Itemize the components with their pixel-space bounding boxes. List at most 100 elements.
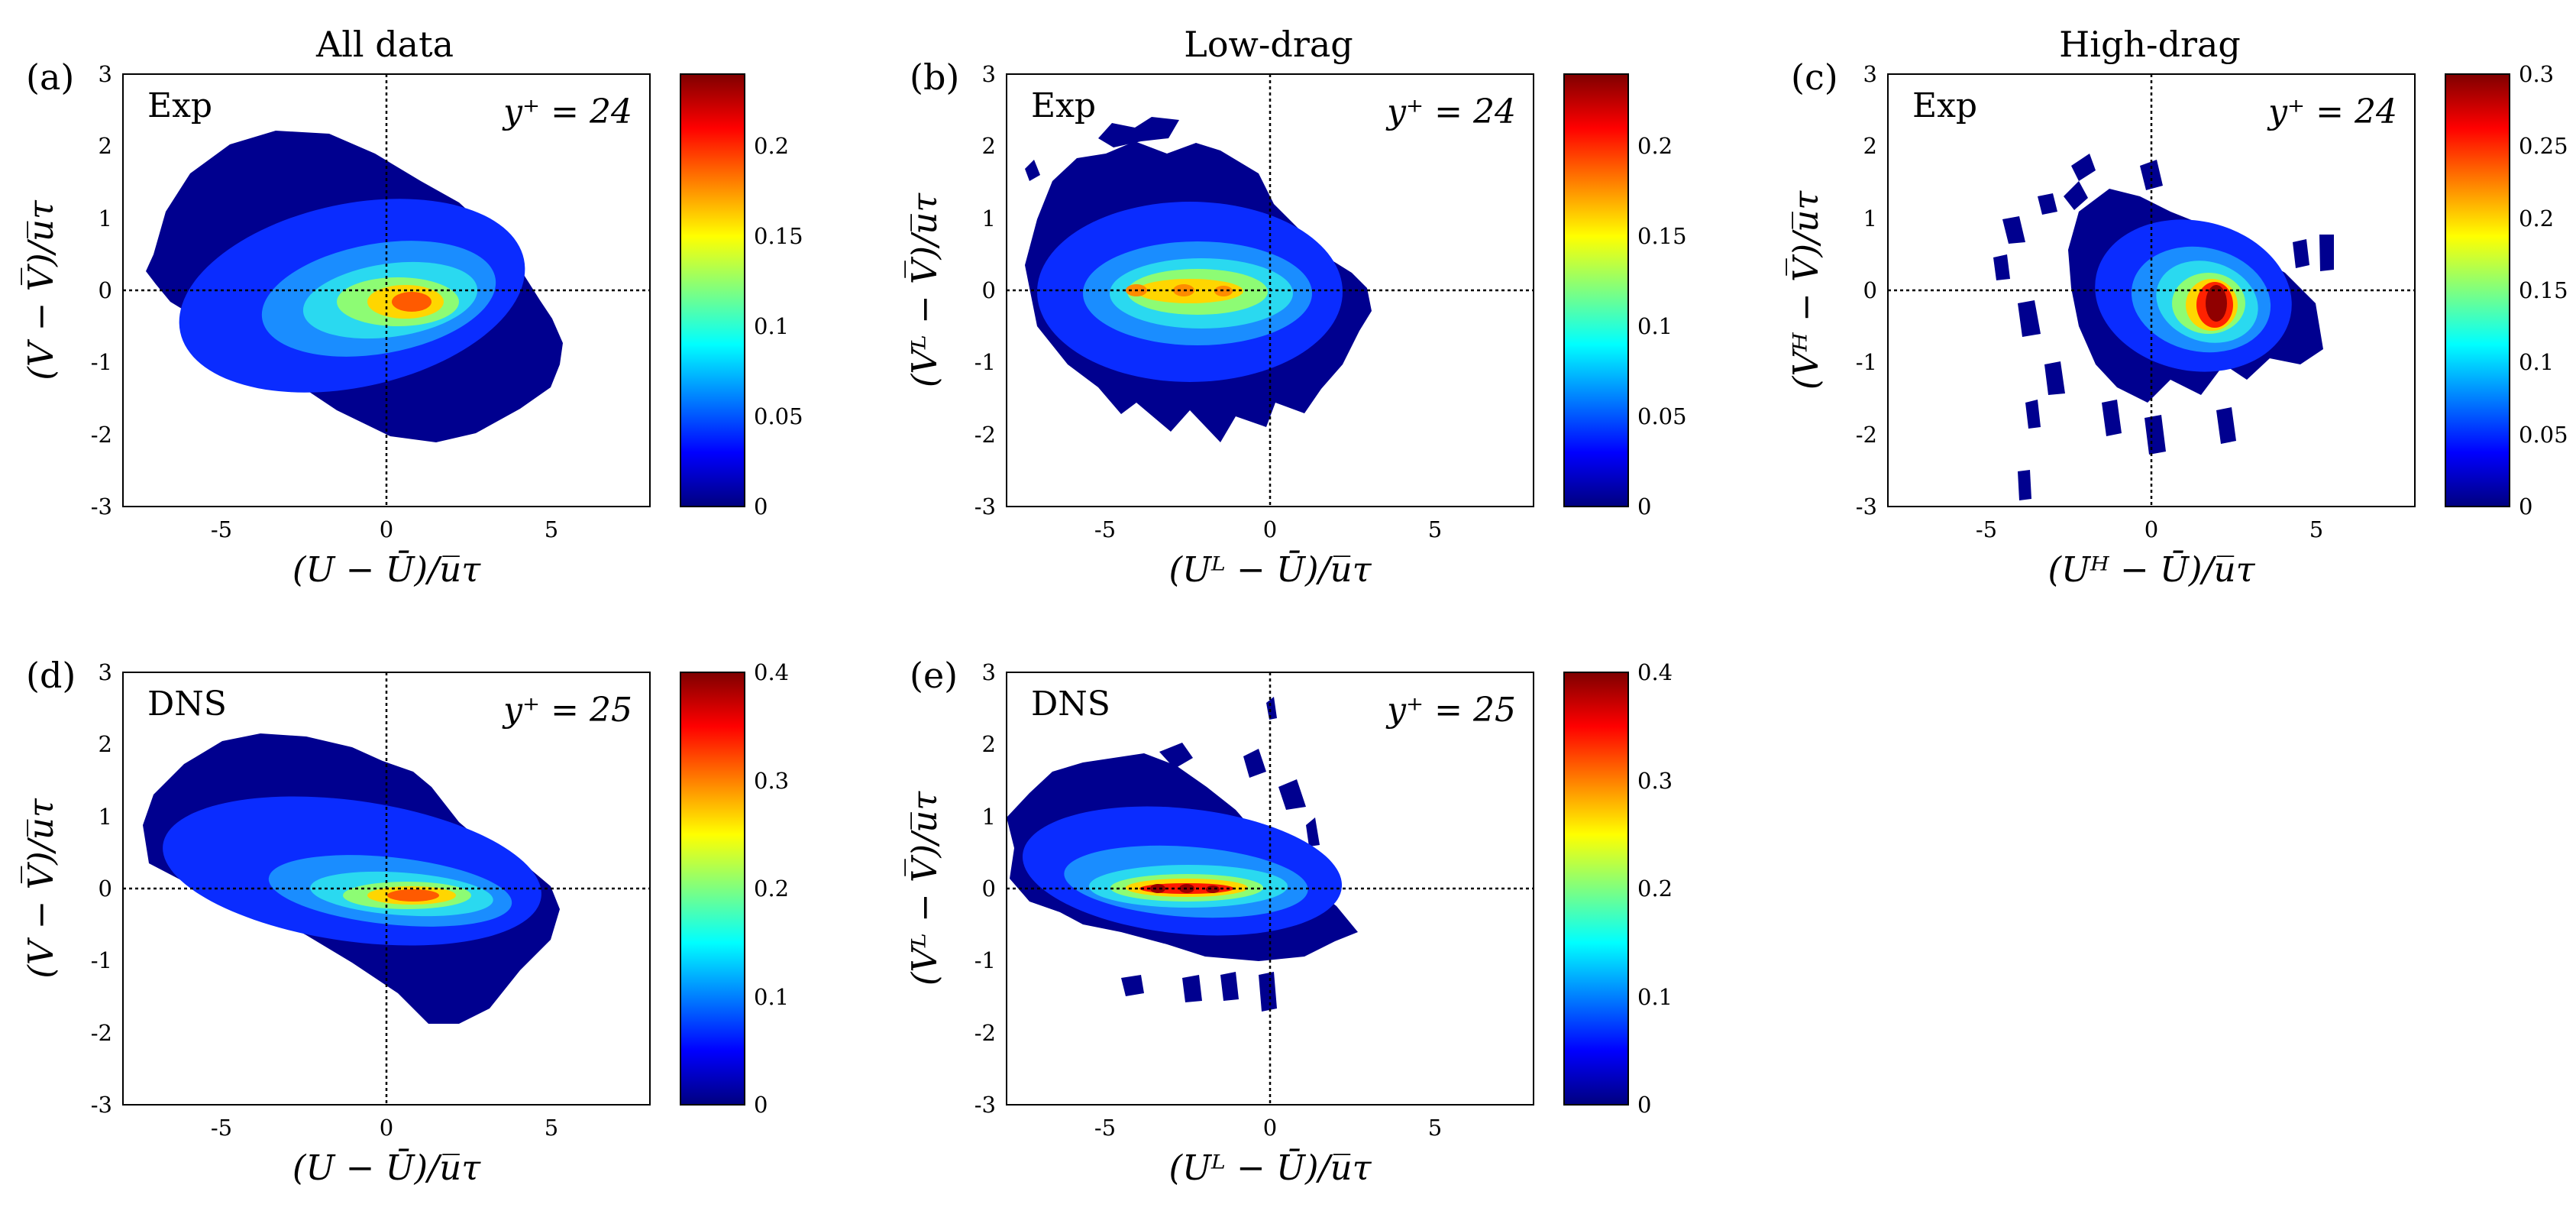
colorbar-tick-label: 0.1: [2519, 349, 2554, 375]
y-tick-label: -3: [91, 494, 112, 520]
data-source-tag: Exp: [1031, 86, 1096, 125]
panel-a: 3 2 1 0 -1 -2 -3 -5 0 5 (a) Exp y⁺ = 24 …: [21, 57, 803, 590]
y-axis-label: (Vᴸ − V̅)/u̅τ: [904, 791, 945, 986]
colorbar-tick-label: 0: [2519, 494, 2532, 520]
colorbar-tick-label: 0.1: [754, 313, 789, 339]
colorbar-tick-label: 0.1: [1637, 984, 1673, 1010]
density-patch: [2038, 193, 2057, 215]
density-contour-fragment: [1243, 749, 1266, 778]
y-tick-label: 3: [1863, 61, 1877, 87]
y-tick-label: 2: [982, 731, 996, 757]
density-patch: [2018, 300, 2041, 337]
colorbar-gradient: [680, 73, 745, 507]
density-patch: [2064, 181, 2088, 210]
density-contour-fragment: [1182, 975, 1202, 1002]
panel-c: 3 2 1 0 -1 -2 -3 -5 0 5 (c) Exp y⁺ = 24 …: [1786, 57, 2568, 590]
y-tick-labels: 3 2 1 0 -1 -2 -3: [974, 61, 996, 520]
colorbar-tick-label: 0.2: [1637, 876, 1673, 902]
colorbar-tick-label: 0.2: [1637, 133, 1673, 159]
axes-frame: [1006, 73, 1534, 507]
colorbar-tick-label: 0.3: [1637, 768, 1673, 794]
density-contour-fragment: [1121, 975, 1144, 996]
y-plus-annotation: y⁺ = 25: [502, 691, 632, 730]
panel-label: (e): [910, 655, 958, 696]
x-tick-label: -5: [1094, 1115, 1116, 1141]
x-axis-label: (Uᴸ − Ū)/u̅τ: [1168, 1148, 1372, 1188]
x-tick-labels: -5 0 5: [1976, 516, 2323, 542]
axes-frame: [1887, 73, 2416, 507]
y-tick-label: 3: [982, 61, 996, 87]
x-tick-labels: -5 0 5: [1094, 516, 1442, 542]
y-tick-label: -1: [91, 349, 112, 375]
column-title-high-drag: High-drag: [2059, 24, 2241, 65]
x-tick-label: 0: [2145, 516, 2158, 542]
density-patch: [2002, 216, 2025, 244]
density-contour-darkred: [1150, 884, 1165, 893]
x-tick-label: -5: [211, 1115, 232, 1141]
y-tick-label: 2: [99, 133, 112, 159]
y-tick-label: -3: [974, 494, 996, 520]
y-tick-label: 1: [99, 206, 112, 231]
colorbar: 0 0.1 0.2 0.3 0.4: [1563, 659, 1673, 1118]
y-tick-label: 0: [982, 876, 996, 902]
y-tick-label: -1: [91, 947, 112, 973]
y-tick-label: 0: [99, 876, 112, 902]
density-contour-fragment: [1259, 972, 1277, 1012]
y-axis-label: (V − V̅)/u̅τ: [21, 199, 61, 380]
data-source-tag: Exp: [147, 86, 212, 125]
density-contour-fragment: [1025, 160, 1040, 181]
density-field: [1007, 697, 1358, 1012]
colorbar-tick-label: 0.05: [2519, 422, 2568, 448]
colorbar-tick-label: 0.3: [2519, 61, 2554, 87]
density-patch: [2319, 235, 2334, 271]
colorbar-gradient: [2445, 73, 2510, 507]
density-field: [1993, 154, 2334, 500]
data-source-tag: Exp: [1912, 86, 1977, 125]
panel-label: (a): [26, 57, 74, 98]
x-tick-label: 0: [1263, 1115, 1277, 1141]
axes-frame: [122, 73, 651, 507]
panel-b: 3 2 1 0 -1 -2 -3 -5 0 5 (b) Exp y⁺ = 24 …: [904, 57, 1687, 590]
colorbar-tick-label: 0.3: [754, 768, 789, 794]
y-tick-label: 1: [982, 206, 996, 231]
panel-label: (c): [1791, 57, 1838, 98]
colorbar-tick-label: 0.4: [1637, 659, 1673, 685]
y-axis-label: (V − V̅)/u̅τ: [21, 798, 61, 979]
y-plus-annotation: y⁺ = 24: [2267, 92, 2397, 131]
colorbar-gradient: [680, 672, 745, 1106]
density-patch: [2071, 154, 2096, 181]
x-tick-label: 5: [545, 516, 558, 542]
colorbar: 0 0.05 0.1 0.15 0.2 0.25 0.3: [2445, 61, 2568, 520]
colorbar-gradient: [1563, 672, 1629, 1106]
colorbar-tick-label: 0.15: [754, 223, 803, 249]
density-contour-darkred: [2206, 285, 2227, 322]
panel-d: 3 2 1 0 -1 -2 -3 -5 0 5 (d) DNS y⁺ = 25 …: [21, 655, 789, 1188]
y-tick-label: -2: [91, 1020, 112, 1046]
density-patch: [2293, 239, 2309, 268]
axes-frame: [122, 672, 651, 1106]
y-tick-label: -2: [974, 1020, 996, 1046]
y-tick-label: -3: [91, 1092, 112, 1118]
y-tick-label: -2: [1856, 422, 1877, 448]
colorbar: 0 0.1 0.2 0.3 0.4: [680, 659, 789, 1118]
x-tick-label: 0: [380, 1115, 393, 1141]
x-axis-label: (Uᴸ − Ū)/u̅τ: [1168, 549, 1372, 590]
colorbar-gradient: [1563, 73, 1629, 507]
y-tick-label: -1: [1856, 349, 1877, 375]
y-tick-label: -3: [1856, 494, 1877, 520]
y-tick-label: 2: [99, 731, 112, 757]
density-contour-fragment: [1220, 972, 1239, 1001]
colorbar-tick-label: 0.2: [754, 876, 789, 902]
x-tick-label: 0: [380, 516, 393, 542]
y-plus-annotation: y⁺ = 24: [502, 92, 632, 131]
colorbar-tick-label: 0: [1637, 494, 1651, 520]
density-patch: [2044, 361, 2065, 395]
colorbar-tick-label: 0.4: [754, 659, 789, 685]
y-tick-label: 3: [99, 659, 112, 685]
y-tick-label: -1: [974, 947, 996, 973]
panel-label: (b): [910, 57, 959, 98]
panel-e: 3 2 1 0 -1 -2 -3 -5 0 5 (e) DNS y⁺ = 25 …: [904, 655, 1673, 1188]
density-contour-orange: [392, 292, 431, 312]
y-tick-label: 1: [99, 804, 112, 830]
